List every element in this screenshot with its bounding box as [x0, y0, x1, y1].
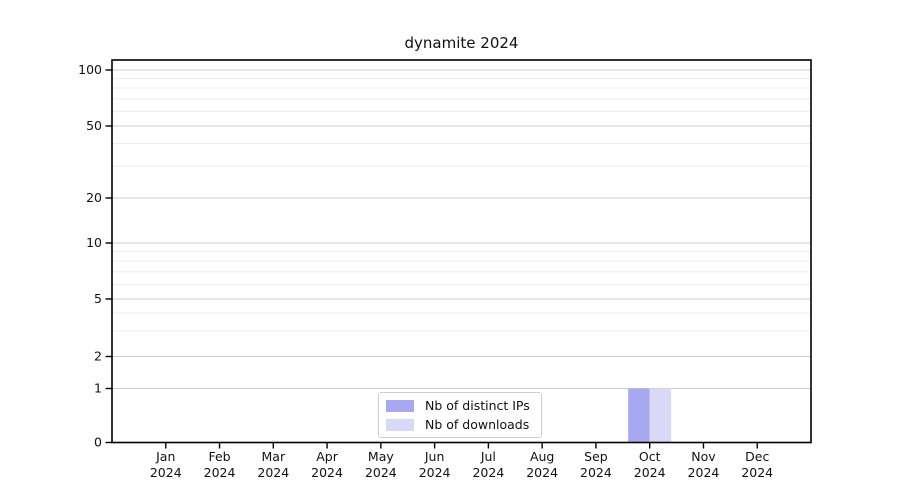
x-tick-label-month: May [368, 449, 394, 464]
x-tick-label-month: Feb [208, 449, 230, 464]
y-tick-label: 5 [94, 291, 102, 306]
x-tick-label-month: Dec [745, 449, 769, 464]
x-tick-label-year: 2024 [741, 465, 773, 480]
y-tick-label: 1 [94, 381, 102, 396]
x-tick-label-year: 2024 [580, 465, 612, 480]
y-tick-label: 50 [86, 118, 102, 133]
legend-row: Nb of downloads [386, 417, 533, 432]
x-tick-label-year: 2024 [472, 465, 504, 480]
bar-nb-of-downloads-oct [649, 388, 672, 443]
legend-label: Nb of distinct IPs [425, 398, 530, 413]
x-tick-label-month: Jul [480, 449, 496, 464]
x-tick-label-year: 2024 [257, 465, 289, 480]
x-tick-label-month: Mar [262, 449, 286, 464]
x-tick-label-month: Sep [584, 449, 608, 464]
x-tick-label-year: 2024 [526, 465, 558, 480]
legend-swatch-distinct-ips [386, 399, 414, 412]
chart-title: dynamite 2024 [404, 34, 519, 52]
y-tick-label: 10 [86, 235, 102, 250]
x-tick-label-month: Nov [691, 449, 716, 464]
y-tick-label: 20 [86, 190, 102, 205]
x-tick-label-month: Aug [530, 449, 554, 464]
x-tick-label-year: 2024 [419, 465, 451, 480]
x-tick-label-year: 2024 [204, 465, 236, 480]
legend-label: Nb of downloads [425, 417, 530, 432]
plot-border [111, 59, 812, 444]
bar-nb-of-distinct-ips-oct [628, 388, 650, 443]
x-tick-label-year: 2024 [688, 465, 720, 480]
legend-row: Nb of distinct IPs [386, 398, 533, 413]
x-tick-label-month: Oct [639, 449, 661, 464]
x-tick-label-month: Jun [424, 449, 445, 464]
legend: Nb of distinct IPs Nb of downloads [378, 392, 542, 438]
y-tick-label: 2 [94, 349, 102, 364]
x-tick-label-month: Apr [316, 449, 338, 464]
y-tick-label: 0 [94, 435, 102, 450]
x-tick-label-year: 2024 [150, 465, 182, 480]
y-tick-label: 100 [78, 62, 102, 77]
x-tick-label-month: Jan [155, 449, 175, 464]
x-tick-label-year: 2024 [365, 465, 397, 480]
legend-swatch-downloads [386, 418, 414, 431]
x-tick-label-year: 2024 [311, 465, 343, 480]
x-tick-label-year: 2024 [634, 465, 666, 480]
